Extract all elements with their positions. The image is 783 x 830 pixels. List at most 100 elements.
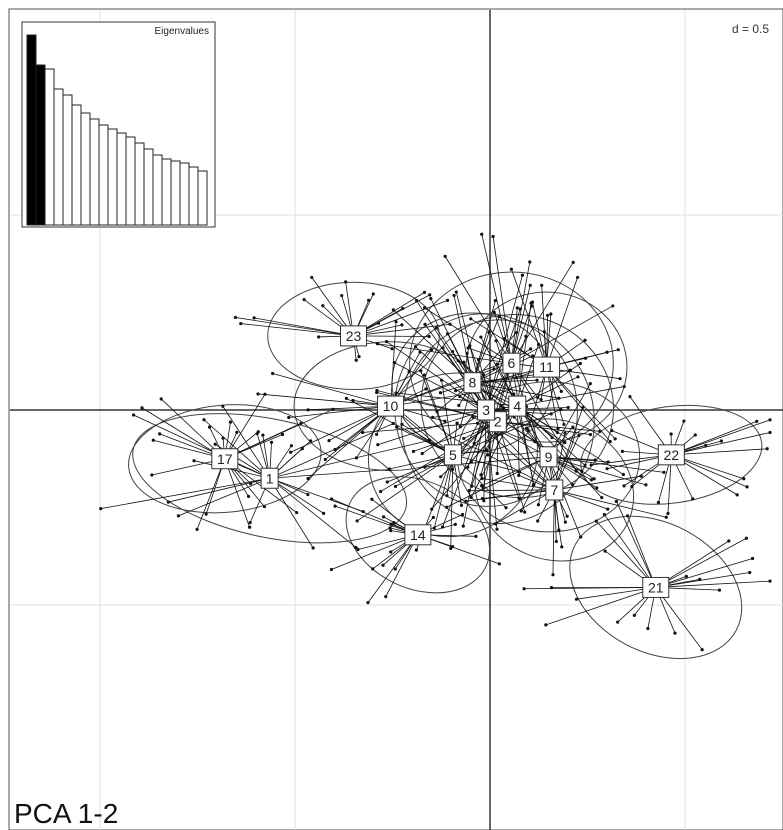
data-point xyxy=(526,428,530,433)
star-segment xyxy=(546,277,578,368)
data-point xyxy=(289,444,294,448)
data-point xyxy=(453,522,457,526)
data-point xyxy=(455,421,459,425)
group-label-box xyxy=(539,446,558,468)
data-point xyxy=(446,332,450,336)
data-point xyxy=(306,408,310,412)
data-point xyxy=(427,334,431,339)
data-point xyxy=(150,473,154,477)
data-point xyxy=(351,398,355,403)
star-segment xyxy=(240,323,354,337)
data-point xyxy=(159,397,163,401)
data-point xyxy=(616,620,620,624)
data-point xyxy=(381,515,386,519)
data-point xyxy=(466,465,470,469)
data-point xyxy=(669,432,673,436)
star-segment xyxy=(377,409,487,446)
data-point xyxy=(469,495,473,500)
star-segment xyxy=(462,409,487,527)
star-segment xyxy=(604,514,657,588)
data-point xyxy=(502,337,507,341)
data-point xyxy=(419,369,423,373)
data-point xyxy=(239,321,243,326)
star-segment xyxy=(100,477,270,510)
chart-title: PCA 1-2 xyxy=(14,798,118,829)
data-point xyxy=(495,527,499,531)
data-point xyxy=(632,613,636,617)
data-point xyxy=(379,489,383,494)
star-segment xyxy=(655,537,747,588)
star-segment xyxy=(331,534,418,570)
data-point xyxy=(486,453,490,457)
eigenvalue-bar xyxy=(179,162,190,226)
star-segment xyxy=(387,454,454,483)
star-segment xyxy=(308,405,391,411)
data-point xyxy=(247,525,252,529)
eigenvalues-inset: Eigenvalues xyxy=(21,21,216,228)
data-point xyxy=(389,550,393,554)
eigenvalue-bar xyxy=(89,118,100,226)
data-point xyxy=(574,597,579,601)
data-point xyxy=(354,545,358,550)
data-point xyxy=(354,456,359,460)
star-segment xyxy=(548,456,647,486)
star-segment xyxy=(441,380,454,455)
data-point xyxy=(99,507,103,511)
data-point xyxy=(546,313,550,317)
data-point xyxy=(370,497,374,501)
eigenvalue-bar xyxy=(188,166,199,226)
data-point xyxy=(519,509,523,513)
star-segment xyxy=(257,393,391,407)
data-point xyxy=(622,484,626,488)
data-point xyxy=(748,570,752,575)
star-segment xyxy=(472,300,496,383)
data-point xyxy=(682,419,686,423)
data-point xyxy=(374,432,379,437)
data-point xyxy=(528,283,532,287)
data-point xyxy=(744,536,748,540)
data-point xyxy=(571,483,575,487)
data-point xyxy=(221,404,225,408)
group-label-box xyxy=(545,479,564,501)
data-point xyxy=(480,496,484,501)
star-segment xyxy=(510,269,547,368)
data-point xyxy=(551,573,555,577)
data-point xyxy=(517,473,521,477)
data-point xyxy=(435,409,439,414)
data-point xyxy=(630,484,634,489)
data-point xyxy=(340,293,344,298)
data-point xyxy=(235,430,239,434)
group-ellipse xyxy=(580,404,763,505)
star-segment xyxy=(331,498,419,536)
star-segment xyxy=(655,580,771,588)
group-label-box xyxy=(508,395,527,417)
data-point xyxy=(550,435,554,440)
group-label: 23 xyxy=(346,328,362,344)
data-point xyxy=(308,439,313,443)
star-segment xyxy=(596,520,657,588)
data-point xyxy=(502,406,506,410)
group-label-box xyxy=(477,399,496,421)
eigenvalue-bar xyxy=(26,34,37,226)
star-segment xyxy=(472,348,531,384)
data-point xyxy=(539,397,543,402)
data-point xyxy=(246,494,251,499)
data-point xyxy=(176,514,181,518)
data-point xyxy=(317,335,321,339)
data-point xyxy=(233,315,238,320)
group-label-box xyxy=(443,444,462,466)
data-point xyxy=(252,316,256,320)
data-point xyxy=(262,504,267,509)
data-point xyxy=(540,283,544,287)
data-point xyxy=(355,519,359,523)
data-point xyxy=(385,480,389,484)
group-label-box xyxy=(260,467,279,489)
star-segment xyxy=(254,317,354,337)
data-point xyxy=(571,425,575,429)
data-point xyxy=(457,403,461,408)
data-point xyxy=(422,290,427,294)
star-segment xyxy=(616,501,657,588)
data-point xyxy=(428,293,432,297)
data-point xyxy=(605,467,609,471)
data-point xyxy=(460,512,465,517)
